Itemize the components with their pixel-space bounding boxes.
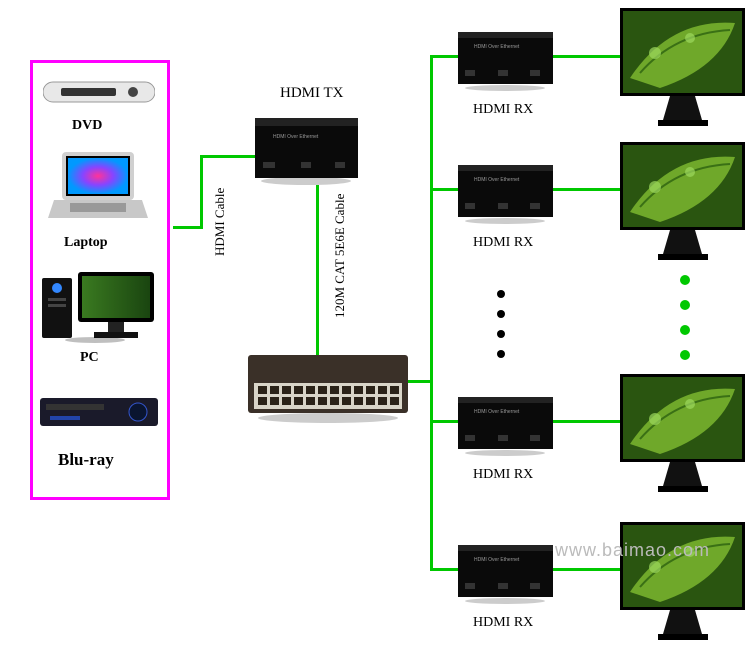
- dot-v-2: [497, 310, 505, 318]
- gdot-3: [680, 325, 690, 335]
- monitor-3: [620, 374, 745, 499]
- hdmi-tx-label: HDMI TX: [280, 85, 343, 102]
- svg-text:HDMI Over Ethernet: HDMI Over Ethernet: [273, 134, 319, 140]
- svg-text:HDMI Over Ethernet: HDMI Over Ethernet: [474, 177, 520, 183]
- dot-v-4: [497, 350, 505, 358]
- hdmi-rx-label-4: HDMI RX: [473, 615, 533, 631]
- dvd-label: DVD: [72, 118, 102, 134]
- line-sources-out: [173, 226, 203, 229]
- hdmi-rx-box-2: HDMI Over Ethernet: [458, 165, 553, 225]
- gdot-2: [680, 300, 690, 310]
- hdmi-cable-label: HDMI Cable: [212, 188, 228, 256]
- line-rx1-mon: [553, 55, 623, 58]
- line-branch-2: [430, 188, 458, 191]
- bluray-device: [40, 392, 158, 434]
- svg-text:HDMI Over Ethernet: HDMI Over Ethernet: [474, 557, 520, 563]
- laptop-label: Laptop: [64, 235, 108, 251]
- monitor-2: [620, 142, 745, 267]
- line-vertical-bus: [430, 55, 433, 570]
- hdmi-tx-box: HDMI Over Ethernet: [255, 118, 358, 186]
- line-rx3-mon: [553, 420, 623, 423]
- line-to-tx: [200, 155, 255, 158]
- hdmi-rx-box-3: HDMI Over Ethernet: [458, 397, 553, 457]
- bluray-label: Blu-ray: [58, 450, 114, 470]
- line-branch-3: [430, 420, 458, 423]
- hdmi-rx-label-1: HDMI RX: [473, 102, 533, 118]
- gdot-4: [680, 350, 690, 360]
- hdmi-rx-label-3: HDMI RX: [473, 467, 533, 483]
- svg-text:HDMI Over Ethernet: HDMI Over Ethernet: [474, 44, 520, 50]
- hdmi-rx-label-2: HDMI RX: [473, 235, 533, 251]
- line-branch-1: [430, 55, 458, 58]
- line-sources-up: [200, 155, 203, 229]
- dvd-device: [43, 78, 155, 108]
- line-tx-to-switch: [316, 185, 319, 355]
- pc-device: [40, 268, 158, 343]
- laptop-device: [48, 150, 148, 225]
- svg-text:HDMI Over Ethernet: HDMI Over Ethernet: [474, 409, 520, 415]
- pc-label: PC: [80, 350, 99, 366]
- hdmi-rx-box-1: HDMI Over Ethernet: [458, 32, 553, 92]
- cat-cable-label: 120M CAT 5E6E Cable: [332, 194, 348, 318]
- dot-v-3: [497, 330, 505, 338]
- hdmi-rx-box-4: HDMI Over Ethernet: [458, 545, 553, 605]
- line-rx2-mon: [553, 188, 623, 191]
- gdot-1: [680, 275, 690, 285]
- dot-v-1: [497, 290, 505, 298]
- network-switch: [248, 355, 408, 425]
- monitor-1: [620, 8, 745, 133]
- watermark: www.baimao.com: [555, 540, 710, 561]
- line-rx4-mon: [553, 568, 623, 571]
- line-branch-4: [430, 568, 458, 571]
